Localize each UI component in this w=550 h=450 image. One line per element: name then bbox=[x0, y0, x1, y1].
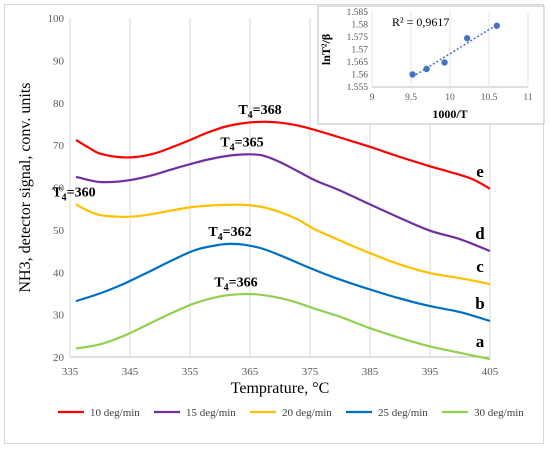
inset-y-tick-label: 1.555 bbox=[347, 83, 369, 93]
inset-ticks: 9 9.5 10 10.5 11 1.555 1.56 1.565 1.57 1.575 1.58 1… bbox=[347, 8, 533, 103]
inset-data-point bbox=[493, 22, 500, 29]
inset-x-axis-title: 1000/T bbox=[432, 107, 467, 121]
inset-y-axis-title: lnT²/β bbox=[319, 34, 333, 65]
main-ticks: 335 345 355 365 375 385 395 405 20 30 40 50 60 70 80 90… bbox=[48, 13, 499, 378]
x-tick-label: 335 bbox=[62, 366, 79, 378]
series-line-3 bbox=[75, 203, 491, 286]
inset-x-tick-label: 11 bbox=[523, 93, 532, 103]
inset-y-tick-label: 1.56 bbox=[351, 71, 368, 81]
r-squared-label: R² = 0,9617 bbox=[392, 15, 449, 29]
legend-label-3: 20 deg/min bbox=[282, 407, 332, 419]
inset-y-tick-label: 1.565 bbox=[347, 58, 369, 68]
y-tick-label: 30 bbox=[53, 310, 65, 322]
inset-y-tick-label: 1.585 bbox=[347, 8, 369, 18]
peak-temperature-label: T4=365 bbox=[220, 135, 263, 153]
figure-frame bbox=[4, 4, 544, 444]
x-tick-label: 345 bbox=[122, 366, 139, 378]
inset-grid bbox=[371, 12, 529, 88]
inset-chart: 9 9.5 10 10.5 11 1.555 1.56 1.565 1.57 1.575 1.58 1… bbox=[317, 5, 545, 125]
peak-temperature-label: T4=362 bbox=[208, 225, 251, 243]
legend: 10 deg/min 15 deg/min 20 deg/min 25 deg/min… bbox=[58, 407, 524, 419]
y-tick-label: 90 bbox=[53, 55, 65, 67]
y-tick-label: 20 bbox=[53, 352, 65, 364]
series-line-4 bbox=[75, 242, 491, 323]
x-axis-title: Temprature, °C bbox=[231, 380, 330, 397]
curve-letter-label: e bbox=[476, 162, 484, 181]
series-line-2 bbox=[75, 153, 491, 253]
peak-temperature-label: T4=366 bbox=[214, 275, 257, 293]
x-tick-label: 385 bbox=[362, 366, 379, 378]
y-tick-label: 100 bbox=[48, 13, 65, 25]
x-tick-label: 355 bbox=[182, 366, 199, 378]
main-curves bbox=[75, 120, 491, 361]
x-tick-label: 395 bbox=[422, 366, 439, 378]
curve-letter-label: d bbox=[475, 224, 485, 243]
peak-temperature-label: T4=368 bbox=[238, 103, 281, 121]
main-labels: e T4=368 d T4=365 c T4=360 b T4=362 a T4=366 bbox=[52, 103, 485, 351]
inset-data-point bbox=[463, 35, 471, 42]
inset-y-tick-label: 1.57 bbox=[351, 46, 368, 56]
inset-plot bbox=[409, 22, 500, 78]
y-axis-title: NH3, detector signal, conv. units bbox=[17, 82, 34, 292]
legend-label-1: 10 deg/min bbox=[90, 407, 140, 419]
inset-data-point bbox=[409, 71, 416, 78]
y-tick-label: 40 bbox=[53, 267, 65, 279]
inset-y-tick-label: 1.575 bbox=[347, 33, 369, 43]
inset-data-point bbox=[423, 65, 430, 73]
series-line-5 bbox=[75, 292, 491, 361]
inset-x-tick-label: 10 bbox=[445, 93, 455, 103]
y-tick-label: 80 bbox=[53, 98, 65, 110]
y-tick-label: 50 bbox=[53, 225, 65, 237]
inset-x-tick-label: 10.5 bbox=[481, 93, 498, 103]
inset-x-tick-label: 9.5 bbox=[405, 93, 417, 103]
x-tick-label: 365 bbox=[242, 366, 259, 378]
curve-letter-label: a bbox=[476, 332, 485, 351]
inset-y-tick-label: 1.58 bbox=[351, 21, 368, 31]
legend-label-4: 25 deg/min bbox=[378, 407, 428, 419]
y-tick-label: 70 bbox=[53, 140, 65, 152]
inset-x-tick-label: 9 bbox=[370, 93, 375, 103]
y-tick-label: 60 bbox=[53, 183, 65, 195]
curve-letter-label: b bbox=[475, 294, 484, 313]
inset-background bbox=[317, 5, 545, 125]
inset-data-point bbox=[441, 59, 448, 66]
x-tick-label: 375 bbox=[302, 366, 319, 378]
series-line-1 bbox=[75, 120, 491, 190]
peak-temperature-label: T4=360 bbox=[52, 185, 95, 203]
legend-label-5: 30 deg/min bbox=[474, 407, 524, 419]
legend-label-2: 15 deg/min bbox=[186, 407, 236, 419]
x-tick-label: 405 bbox=[482, 366, 499, 378]
curve-letter-label: c bbox=[476, 257, 484, 276]
